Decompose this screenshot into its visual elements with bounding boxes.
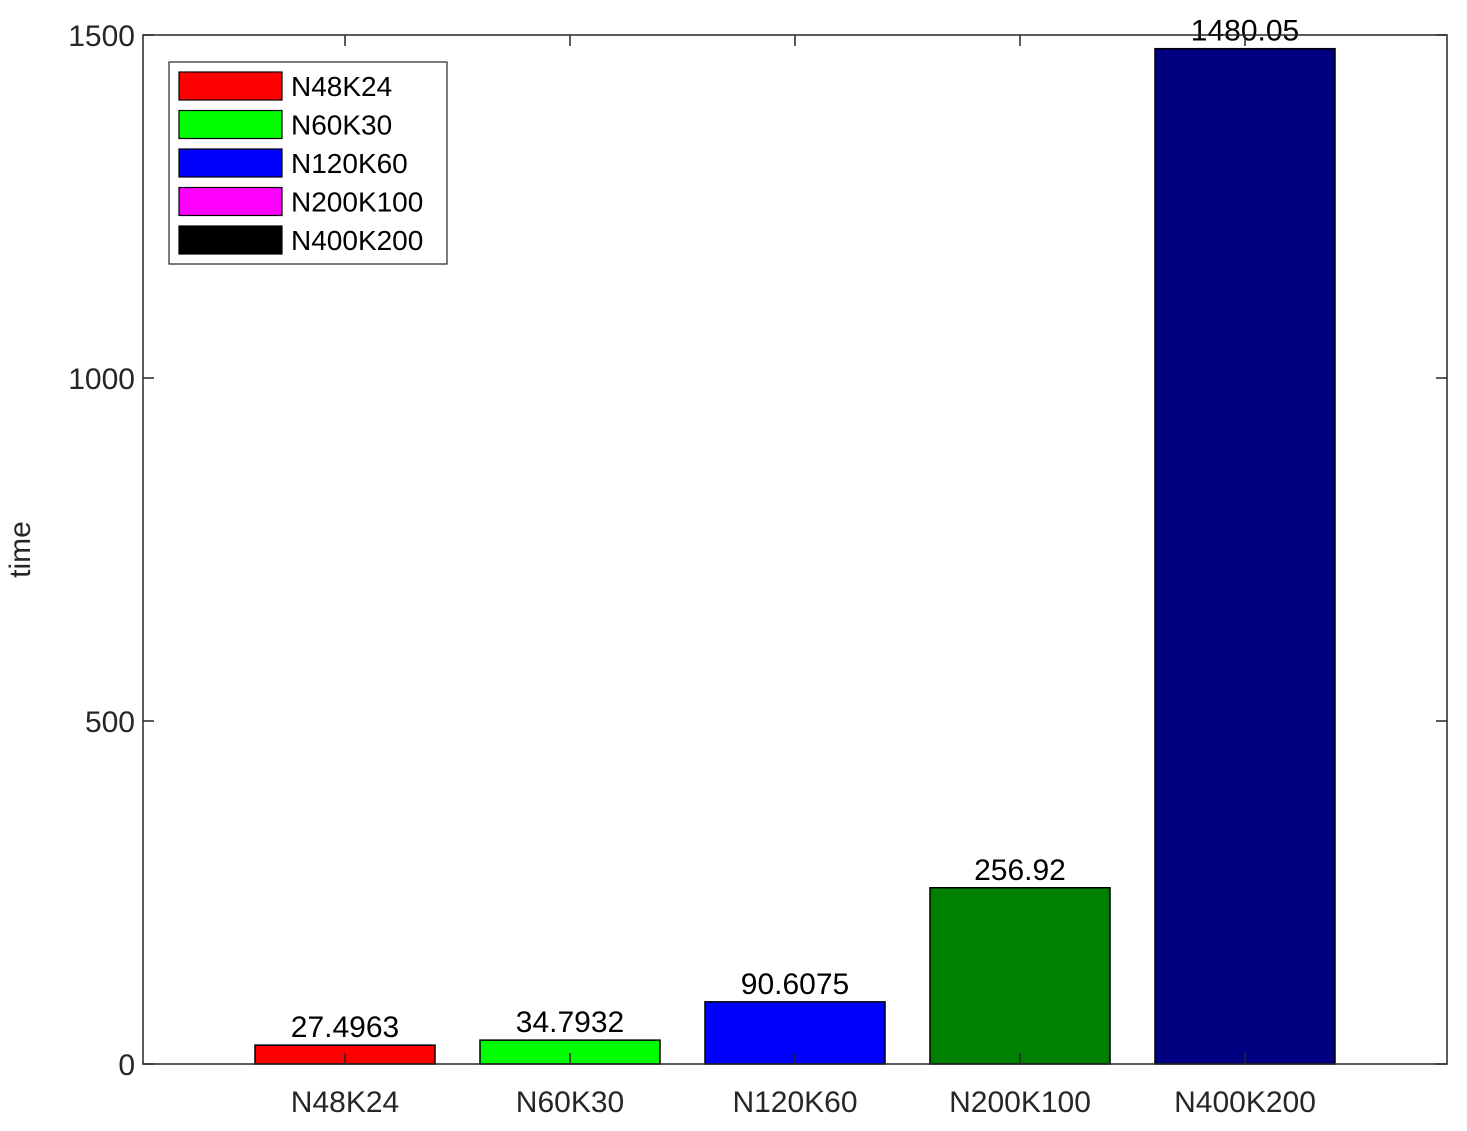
x-tick-label: N48K24 xyxy=(291,1086,399,1119)
y-tick-label: 1000 xyxy=(68,363,135,396)
y-axis-label: time xyxy=(4,521,37,578)
x-tick-label: N60K30 xyxy=(516,1086,624,1119)
legend-swatch-n48k24 xyxy=(178,71,283,101)
legend-label: N120K60 xyxy=(291,148,408,179)
y-tick-label: 1500 xyxy=(68,20,135,53)
legend-swatch-n200k100 xyxy=(178,186,283,217)
legend-swatch-n120k60 xyxy=(178,148,283,178)
legend-entries: N48K24 N60K30 N120K60 N200K100 N400K200 xyxy=(178,71,423,256)
legend-swatch-n400k200 xyxy=(178,225,283,255)
bar-value-label: 27.4963 xyxy=(291,1011,399,1044)
x-tick-label: N400K200 xyxy=(1174,1086,1316,1119)
bar-value-label: 256.92 xyxy=(974,854,1066,887)
bar-n400k200 xyxy=(1154,47,1336,1065)
legend-label: N60K30 xyxy=(291,110,392,141)
x-tick-label: N120K60 xyxy=(732,1086,857,1119)
legend: N48K24 N60K30 N120K60 N200K100 N400K200 xyxy=(168,61,448,265)
bar-value-label: 34.7932 xyxy=(516,1006,624,1039)
y-tick-label: 500 xyxy=(85,706,135,739)
legend-label: N400K200 xyxy=(291,225,423,256)
legend-swatch-n60k30 xyxy=(178,109,283,140)
legend-label: N48K24 xyxy=(291,71,392,102)
x-tick-label: N200K100 xyxy=(949,1086,1091,1119)
bars-layer xyxy=(254,47,1336,1065)
legend-label: N200K100 xyxy=(291,187,423,218)
ticks-layer: N48K24 N60K30 N120K60 N200K100 N400K200 0 500 1… xyxy=(68,20,1447,1119)
y-tick-label: 0 xyxy=(118,1049,135,1082)
plot-frame xyxy=(142,34,1448,1065)
bar-value-label: 90.6075 xyxy=(741,968,849,1001)
bar-n200k100 xyxy=(929,887,1111,1065)
